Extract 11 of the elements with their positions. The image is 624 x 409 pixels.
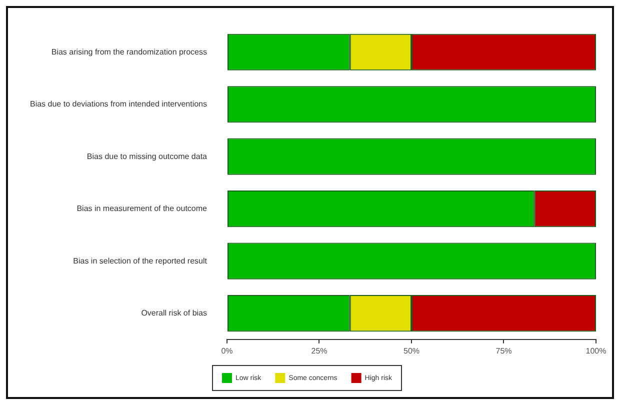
- x-tick-label: 75%: [496, 346, 512, 356]
- x-tick-label: 0%: [221, 346, 233, 356]
- x-tick-label: 50%: [403, 346, 420, 356]
- x-tick-label: 25%: [311, 346, 328, 356]
- y-tick-label: Overall risk of bias: [141, 308, 207, 318]
- x-tick-label: 100%: [586, 346, 606, 356]
- y-tick-label: Bias in selection of the reported result: [73, 256, 208, 266]
- y-tick-label: Bias in measurement of the outcome: [76, 204, 208, 214]
- y-tick-label: Bias due to missing outcome data: [86, 152, 208, 161]
- y-tick-label: Bias arising from the randomization process: [51, 47, 207, 56]
- y-tick-label: Bias due to deviations from intended interventions: [30, 100, 207, 109]
